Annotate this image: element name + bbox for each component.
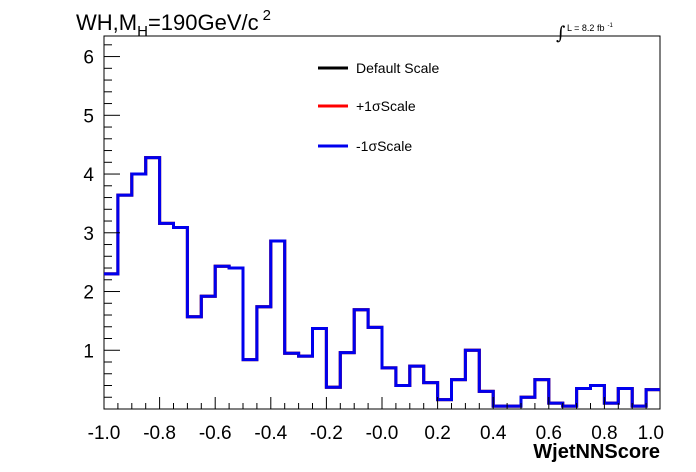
- y-tick-label: 4: [83, 165, 94, 186]
- legend-label-plus-1sigma: +1σScale: [356, 98, 416, 114]
- plot-title: WH,MH=190GeV/c 2: [76, 7, 271, 40]
- x-tick-label: 1.0: [638, 423, 664, 444]
- lumi-superscript: -1: [607, 23, 613, 29]
- y-axis: 1 2 3 4 5 6: [83, 44, 120, 398]
- title-superscript: 2: [263, 7, 271, 24]
- series-layer: [104, 156, 660, 408]
- legend: Default Scale +1σScale -1σScale: [318, 60, 439, 154]
- x-tick-label: 0.4: [480, 423, 507, 444]
- x-tick-label: 0.6: [536, 423, 562, 444]
- title-rest: =190GeV/c: [148, 10, 259, 35]
- lumi-text: L = 8.2 fb: [567, 23, 604, 33]
- x-axis-title: WjetNNScore: [533, 441, 660, 463]
- legend-label-minus-1sigma: -1σScale: [356, 138, 412, 154]
- title-subscript: H: [137, 23, 148, 40]
- y-tick-label: 3: [83, 224, 94, 245]
- x-axis: -1.0 -0.8 -0.6 -0.4 -0.2 -0.0 0.2 0.4 0.6 0.8 1.0: [88, 397, 664, 444]
- x-tick-label: 0.2: [424, 423, 450, 444]
- series--1-scale-line: [104, 156, 660, 408]
- x-tick-label: -1.0: [88, 423, 121, 444]
- y-tick-label: 6: [83, 48, 94, 69]
- x-tick-label: -0.6: [199, 423, 232, 444]
- x-tick-label: -0.4: [254, 423, 287, 444]
- lumi-label: L = 8.2 fb -1: [567, 23, 613, 33]
- x-tick-label: 0.8: [591, 423, 617, 444]
- y-tick-label: 1: [83, 341, 94, 362]
- x-tick-label: -0.0: [366, 423, 399, 444]
- x-tick-label: -0.2: [310, 423, 343, 444]
- y-tick-label: 5: [83, 106, 94, 127]
- y-tick-label: 2: [83, 283, 94, 304]
- legend-label-default-scale: Default Scale: [356, 60, 439, 76]
- x-tick-label: -0.8: [143, 423, 176, 444]
- title-main: WH,M: [76, 10, 137, 35]
- lumi-integral-symbol: ∫: [556, 23, 566, 44]
